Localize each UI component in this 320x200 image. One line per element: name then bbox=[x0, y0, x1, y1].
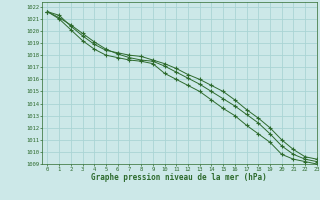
X-axis label: Graphe pression niveau de la mer (hPa): Graphe pression niveau de la mer (hPa) bbox=[91, 173, 267, 182]
